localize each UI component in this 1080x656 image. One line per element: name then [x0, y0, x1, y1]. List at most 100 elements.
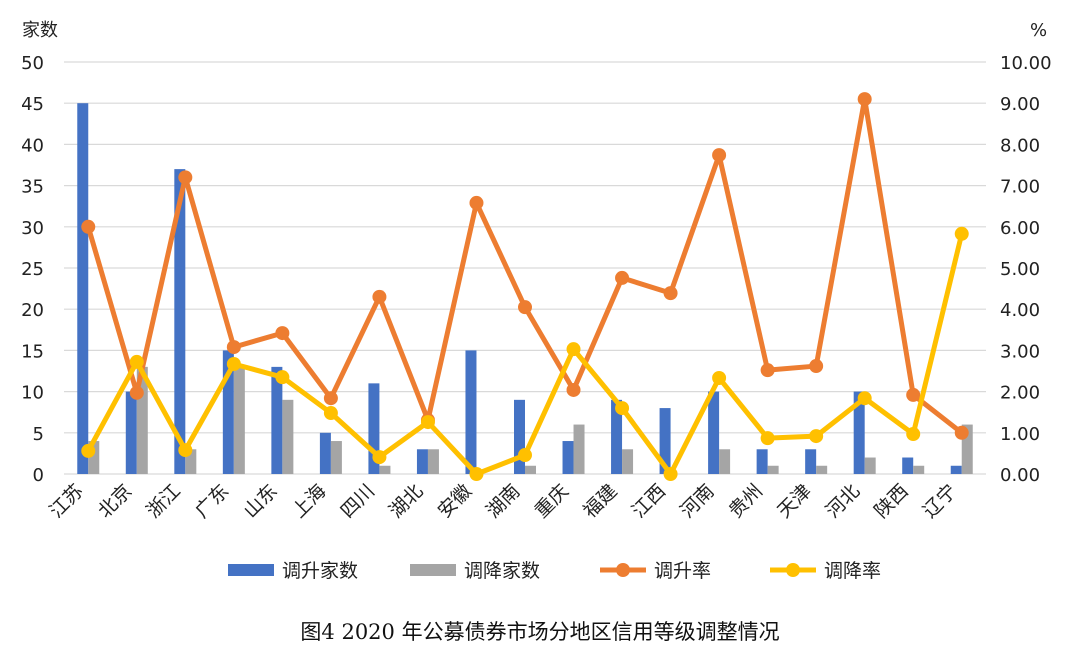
point-调降率	[712, 371, 727, 386]
bar-调降家数	[913, 465, 925, 474]
bar-调升家数	[853, 391, 865, 474]
right-tick-label: 1.00	[1000, 424, 1040, 445]
category-label: 贵州	[725, 480, 767, 522]
category-label: 河南	[676, 480, 718, 522]
point-调升率	[81, 219, 96, 234]
bar-调降家数	[330, 441, 342, 474]
category-label: 重庆	[531, 480, 573, 522]
right-tick-label: 2.00	[1000, 383, 1040, 404]
bar-调降家数	[427, 449, 439, 474]
point-调升率	[372, 289, 387, 304]
bar-调降家数	[961, 424, 973, 474]
point-调升率	[275, 326, 290, 341]
category-label: 福建	[579, 480, 621, 522]
category-label: 河北	[822, 480, 864, 522]
left-tick-label: 50	[21, 53, 44, 74]
category-label: 安徽	[434, 480, 476, 522]
bar-调升家数	[514, 399, 525, 474]
right-axis-label: %	[1030, 20, 1047, 41]
point-调降率	[129, 354, 144, 369]
point-调升率	[323, 391, 338, 406]
left-tick-label: 40	[21, 135, 44, 156]
legend-marker	[786, 563, 800, 577]
bar-调降家数	[816, 465, 828, 474]
point-调降率	[809, 429, 824, 444]
left-tick-label: 0	[33, 465, 44, 486]
legend-label: 调降家数	[464, 560, 540, 582]
bar-调降家数	[233, 366, 245, 474]
point-调降率	[566, 342, 581, 357]
bar-调升家数	[368, 383, 380, 474]
chart-svg: 家数 % 0 5 10 15 20 25 30 35 40 45 50 0.00 1.00 2.00 3.0…	[21, 20, 1052, 582]
point-调升率	[857, 92, 872, 107]
category-label: 北京	[94, 480, 136, 522]
point-调升率	[809, 359, 824, 374]
bar-调降家数	[185, 449, 197, 474]
left-tick-label: 35	[21, 177, 44, 198]
point-调降率	[178, 443, 193, 458]
point-调降率	[857, 391, 872, 406]
point-调降率	[323, 406, 338, 421]
right-tick-label: 3.00	[1000, 341, 1040, 362]
point-调降率	[615, 401, 630, 416]
point-调升率	[518, 300, 532, 315]
left-axis-label: 家数	[22, 20, 58, 41]
category-label: 广东	[191, 480, 233, 522]
legend-swatch	[410, 564, 456, 576]
bar-调降家数	[767, 465, 779, 474]
point-调降率	[372, 450, 387, 465]
figure-caption: 图4 2020 年公募债券市场分地区信用等级调整情况	[300, 620, 780, 644]
bar-调升家数	[319, 432, 331, 474]
left-tick-label: 45	[21, 94, 44, 115]
bar-调升家数	[805, 449, 817, 474]
bar-调升家数	[611, 399, 623, 474]
point-调升率	[178, 170, 193, 185]
category-label: 江西	[628, 480, 670, 522]
category-label: 江苏	[45, 480, 87, 522]
bar-调升家数	[950, 465, 962, 474]
bar-调升家数	[125, 391, 137, 474]
point-调升率	[906, 387, 921, 402]
left-tick-label: 20	[21, 300, 44, 321]
right-tick-label: 8.00	[1000, 135, 1040, 156]
point-调降率	[275, 370, 290, 385]
point-调升率	[129, 385, 144, 400]
bar-调降家数	[282, 399, 294, 474]
left-tick-label: 10	[21, 383, 44, 404]
bar-调升家数	[222, 350, 234, 474]
right-tick-label: 4.00	[1000, 300, 1040, 321]
bar-调升家数	[271, 366, 283, 474]
right-tick-label: 10.00	[1000, 53, 1052, 74]
bar-调降家数	[136, 366, 148, 474]
legend-label: 调升家数	[282, 560, 358, 582]
bar-调降家数	[573, 424, 585, 474]
bar-调降家数	[864, 457, 876, 474]
point-调降率	[954, 226, 969, 241]
legend-label: 调升率	[654, 560, 711, 582]
point-调降率	[420, 415, 435, 430]
bar-调降家数	[379, 465, 391, 474]
bar-调升家数	[465, 350, 477, 474]
right-tick-label: 5.00	[1000, 259, 1040, 280]
point-调降率	[906, 427, 921, 442]
point-调升率	[760, 363, 775, 378]
point-调升率	[566, 382, 581, 397]
bar-调降家数	[719, 449, 731, 474]
point-调降率	[760, 431, 775, 446]
bar-调升家数	[174, 169, 186, 474]
category-label: 湖北	[385, 480, 427, 522]
bar-调降家数	[88, 441, 100, 474]
category-label: 四川	[337, 480, 379, 522]
legend-label: 调降率	[824, 560, 881, 582]
point-调降率	[469, 467, 484, 481]
bar-调升家数	[708, 391, 720, 474]
point-调降率	[518, 448, 532, 463]
right-tick-label: 9.00	[1000, 94, 1040, 115]
category-label: 辽宁	[919, 480, 961, 522]
category-label: 上海	[288, 480, 330, 522]
right-tick-label: 6.00	[1000, 218, 1040, 239]
point-调升率	[712, 148, 727, 163]
bar-调升家数	[77, 103, 89, 474]
category-label: 湖南	[482, 480, 524, 522]
legend-swatch	[228, 564, 274, 576]
